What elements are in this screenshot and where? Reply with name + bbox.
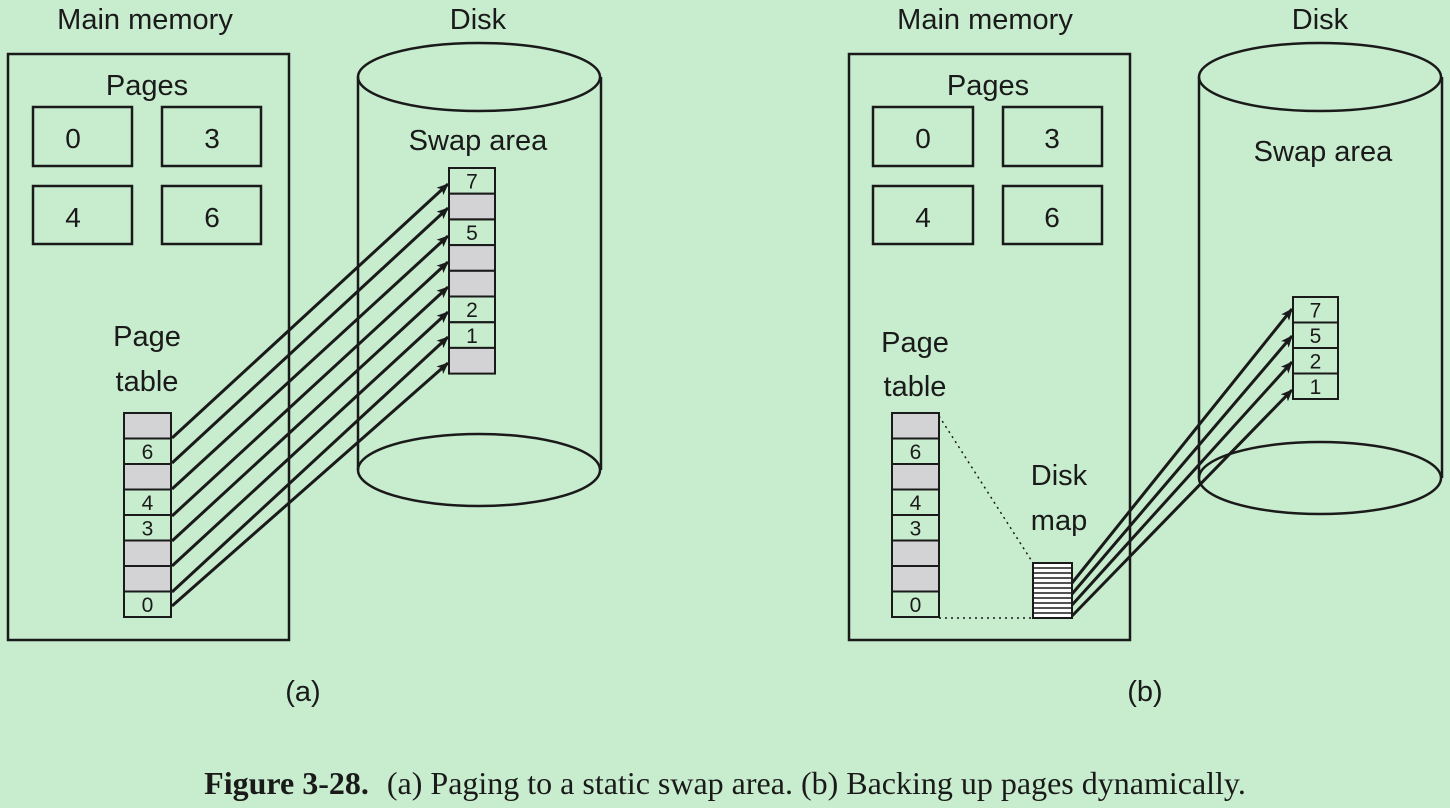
page-table-a-slot <box>123 412 172 440</box>
pages-label-b: Pages <box>947 70 1029 102</box>
page-table-label-a-line2: table <box>116 366 179 398</box>
page-table-a-slot-label: 6 <box>142 441 154 464</box>
page-table-b-slot <box>891 412 940 440</box>
swap-b-slot-label: 2 <box>1310 351 1322 374</box>
page-table-b-slot <box>891 565 940 593</box>
swap-a-slot <box>448 346 496 375</box>
page-table-b-slot <box>891 590 940 618</box>
page-table-label-b-line2: table <box>884 371 947 403</box>
swap-a-slot-label: 5 <box>466 222 478 245</box>
disk-map-connectors <box>938 415 1034 619</box>
page-table-b-slot-label: 4 <box>910 492 922 515</box>
disk-cylinder-a <box>356 41 603 508</box>
swap-b-slot-label: 7 <box>1310 300 1322 323</box>
page-table-b-slot <box>891 463 940 491</box>
main-memory-title-b: Main memory <box>897 4 1073 36</box>
page-table-a-slot-label: 3 <box>142 518 154 541</box>
caption-figure-number: Figure 3-28. <box>204 765 369 801</box>
page-table-a-slot <box>123 590 172 618</box>
page-table-b-slot-label: 6 <box>910 441 922 464</box>
page-table-b-slot-label: 0 <box>910 594 922 617</box>
page-frame-a-3: 6 <box>160 184 263 246</box>
panel-a: Main memory Disk Pages 0 3 4 6 Page tabl… <box>6 4 603 708</box>
swap-a-slot-label: 2 <box>466 299 478 322</box>
swap-a-slot <box>448 244 496 272</box>
disk-map-box <box>1032 562 1073 619</box>
page-table-b-slot <box>891 539 940 567</box>
disk-map <box>1032 562 1073 619</box>
page-number: 0 <box>915 123 931 154</box>
disk-map-label-line1: Disk <box>1031 460 1088 492</box>
page-frame-b-3: 6 <box>1001 184 1104 246</box>
swap-b-slot-label: 1 <box>1310 376 1322 399</box>
page-table-a: 6 4 3 0 <box>123 412 172 618</box>
swap-area-b: 75 21 <box>1292 296 1339 400</box>
page-number: 3 <box>1044 123 1060 154</box>
page-table-b-slot-label: 3 <box>910 518 922 541</box>
pages-label-a: Pages <box>106 70 188 102</box>
page-number: 0 <box>65 123 81 154</box>
disk-cylinder-b <box>1197 41 1444 516</box>
main-memory-box-b <box>847 52 1132 642</box>
swap-area-label-b: Swap area <box>1254 136 1394 168</box>
swap-a-slot <box>448 192 496 221</box>
page-frame-b-1: 3 <box>1001 105 1104 168</box>
page-table-a-slot <box>123 565 172 593</box>
page-table-a-slot-label: 0 <box>142 594 154 617</box>
swap-a-slot-label: 1 <box>466 325 478 348</box>
page-number: 6 <box>204 202 220 233</box>
main-memory-box-a <box>6 52 291 642</box>
page-frame-a-2: 4 <box>31 184 134 246</box>
page-frame-a-1: 3 <box>160 105 263 168</box>
page-table-a-slot <box>123 539 172 567</box>
page-table-a-slot-label: 4 <box>142 492 154 515</box>
swap-b-slot <box>1292 372 1339 400</box>
page-frame-b-2: 4 <box>871 184 975 246</box>
page-table-a-slot <box>123 463 172 491</box>
swap-a-slot-label: 7 <box>466 171 478 194</box>
page-number: 4 <box>65 202 81 233</box>
sublabel-b: (b) <box>1127 676 1162 708</box>
swap-b-slot-label: 5 <box>1310 325 1322 348</box>
swap-area-a: 7 5 2 1 <box>448 167 496 375</box>
swap-area-label-a: Swap area <box>409 125 549 157</box>
disk-title-a: Disk <box>450 4 507 36</box>
page-number: 3 <box>204 123 220 154</box>
caption-text: (a) Paging to a static swap area. (b) Ba… <box>387 765 1246 801</box>
figure-caption: Figure 3-28. (a) Paging to a static swap … <box>204 765 1246 801</box>
page-number: 6 <box>1044 202 1060 233</box>
disk-map-label-line2: map <box>1031 505 1087 537</box>
page-table-label-a-line1: Page <box>113 321 181 353</box>
panel-b: Main memory Disk Pages 0 3 4 6 Page tabl… <box>847 4 1444 708</box>
sublabel-a: (a) <box>285 676 320 708</box>
page-table-b: 6 4 3 0 <box>891 412 940 618</box>
page-table-label-b-line1: Page <box>881 327 949 359</box>
arrows-a <box>170 182 450 608</box>
page-number: 4 <box>915 202 931 233</box>
disk-title-b: Disk <box>1292 4 1349 36</box>
arrows-b <box>1070 308 1294 618</box>
page-frame-b-0: 0 <box>871 105 975 168</box>
main-memory-title-a: Main memory <box>57 4 233 36</box>
page-frame-a-0: 0 <box>31 105 134 168</box>
swap-a-slot <box>448 269 496 298</box>
